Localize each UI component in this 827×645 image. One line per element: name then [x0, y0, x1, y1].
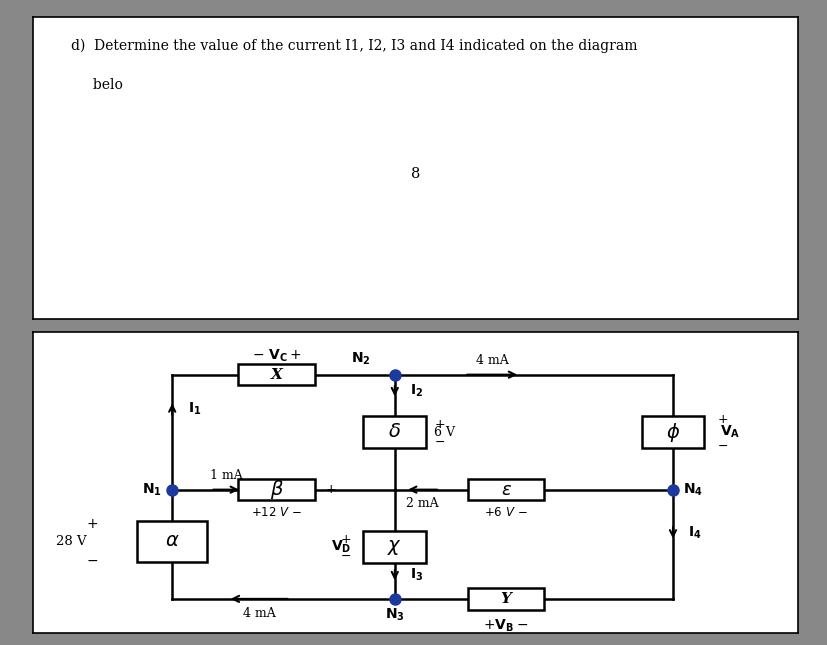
- Text: $\mathbf{N_2}$: $\mathbf{N_2}$: [351, 351, 370, 368]
- Text: $\beta$: $\beta$: [270, 478, 283, 501]
- Text: 4 mA: 4 mA: [242, 607, 275, 620]
- Text: $-$: $-$: [434, 435, 445, 448]
- Text: $-\ \mathbf{V_C}+$: $-\ \mathbf{V_C}+$: [251, 347, 301, 364]
- Text: $+\mathbf{V_B}-$: $+\mathbf{V_B}-$: [483, 618, 528, 634]
- Bar: [363, 531, 426, 563]
- Text: 6 V: 6 V: [434, 426, 455, 439]
- Text: 4 mA: 4 mA: [476, 353, 508, 366]
- Text: $-$: $-$: [86, 553, 98, 567]
- Text: $\chi$: $\chi$: [387, 538, 402, 557]
- Text: $\mathbf{I_2}$: $\mathbf{I_2}$: [409, 382, 423, 399]
- Text: $\phi$: $\phi$: [665, 421, 679, 444]
- Text: $\varepsilon$: $\varepsilon$: [500, 481, 511, 499]
- Text: $-$: $-$: [716, 439, 727, 451]
- Text: belo: belo: [71, 78, 123, 92]
- Text: 8: 8: [410, 168, 420, 181]
- Text: $\mathbf{N_4}$: $\mathbf{N_4}$: [682, 481, 703, 498]
- Text: $+12\ V\,-$: $+12\ V\,-$: [251, 506, 302, 519]
- Text: $\alpha$: $\alpha$: [165, 532, 179, 550]
- Bar: [363, 416, 426, 448]
- Text: $+$: $+$: [716, 413, 727, 426]
- Text: $\mathbf{I_3}$: $\mathbf{I_3}$: [409, 567, 423, 583]
- Text: 28 V: 28 V: [56, 535, 87, 548]
- Text: $+$: $+$: [339, 533, 351, 546]
- Text: $+$: $+$: [86, 517, 98, 531]
- Bar: [467, 588, 543, 610]
- Text: $\mathbf{I_1}$: $\mathbf{I_1}$: [187, 401, 201, 417]
- Bar: [467, 479, 543, 501]
- Text: 2 mA: 2 mA: [406, 497, 438, 510]
- Text: $+$: $+$: [325, 482, 336, 495]
- Bar: [238, 364, 314, 386]
- Text: $+$: $+$: [434, 417, 445, 431]
- Bar: [641, 416, 704, 448]
- Text: $\mathbf{N_3}$: $\mathbf{N_3}$: [385, 607, 404, 623]
- Text: 1 mA: 1 mA: [210, 470, 242, 482]
- Text: $\delta$: $\delta$: [388, 423, 401, 441]
- Text: $\mathbf{I_4}$: $\mathbf{I_4}$: [687, 524, 701, 541]
- Text: $+6\ V\,-$: $+6\ V\,-$: [484, 506, 528, 519]
- Text: d)  Determine the value of the current I1, I2, I3 and I4 indicated on the diagra: d) Determine the value of the current I1…: [71, 39, 637, 53]
- Bar: [137, 521, 207, 562]
- Text: $\mathbf{N_1}$: $\mathbf{N_1}$: [141, 481, 161, 498]
- Text: $-$: $-$: [339, 550, 351, 562]
- Text: $\mathbf{V_A}$: $\mathbf{V_A}$: [719, 424, 739, 441]
- Bar: [238, 479, 314, 501]
- Text: X: X: [270, 368, 282, 382]
- Text: Y: Y: [500, 592, 511, 606]
- Text: $\mathbf{V_D}$: $\mathbf{V_D}$: [330, 539, 351, 555]
